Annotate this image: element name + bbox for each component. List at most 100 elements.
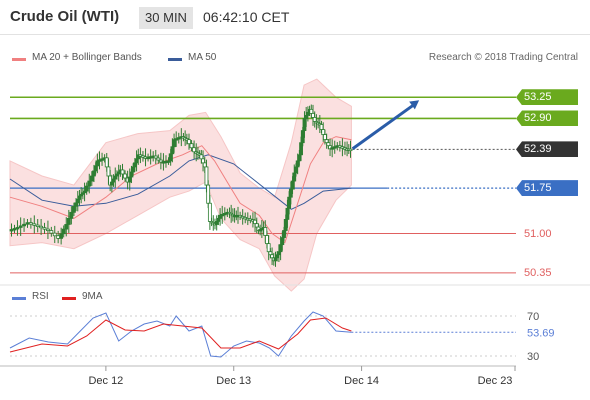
- candle-body: [131, 166, 136, 173]
- candle-body: [265, 235, 269, 245]
- candle-body: [253, 219, 257, 225]
- ma50-line: [9, 154, 352, 210]
- price-tag-resistance-1: 52.90: [516, 110, 578, 127]
- candle-body: [35, 224, 40, 227]
- candle-body: [84, 185, 89, 192]
- clock-time: 06:42:10 CET: [203, 9, 290, 25]
- candle-body: [302, 118, 307, 131]
- candle-body: [106, 166, 111, 177]
- price-tag-support-4: 51.00: [524, 227, 552, 240]
- candle-body: [129, 171, 134, 178]
- candle-body: [28, 222, 33, 225]
- rsi-tick-label: 70: [527, 311, 539, 323]
- candle-body: [270, 254, 274, 259]
- candle-body: [295, 160, 300, 168]
- candle-body: [278, 244, 283, 253]
- x-tick-label: Dec 13: [216, 375, 252, 387]
- candle-body: [127, 176, 132, 183]
- candle-body: [109, 181, 114, 186]
- candle-body: [283, 219, 288, 231]
- candle-body: [134, 158, 139, 164]
- candle-body: [287, 196, 292, 209]
- candle-body: [263, 227, 268, 236]
- candle-body: [282, 230, 286, 238]
- rsi-legend-label: RSI: [32, 291, 49, 302]
- candle-body: [172, 139, 176, 148]
- candle-body: [32, 223, 37, 226]
- candle-body: [168, 153, 173, 162]
- candle-body: [158, 159, 163, 163]
- candle-body: [309, 108, 314, 114]
- rsi-line: [9, 311, 352, 358]
- candle-body: [202, 162, 207, 168]
- candle-body: [216, 217, 221, 222]
- candle-body: [273, 257, 278, 262]
- candle-body: [39, 225, 44, 229]
- candle-body: [312, 117, 317, 122]
- candle-body: [192, 147, 197, 153]
- candle-body: [49, 230, 54, 234]
- candle-body: [214, 221, 219, 225]
- candle-body: [56, 235, 61, 239]
- candle-body: [328, 145, 332, 150]
- x-tick-label: Dec 23: [477, 375, 513, 387]
- price-tag-resistance-0: 53.25: [516, 89, 578, 106]
- ma20-legend-label: MA 20 + Bollinger Bands: [32, 52, 142, 63]
- candle-body: [170, 146, 175, 155]
- candle-body: [204, 166, 209, 186]
- rsi-value-label: 53.69: [527, 327, 555, 339]
- candle-body: [136, 154, 141, 160]
- candle-body: [75, 199, 80, 204]
- candle-body: [299, 142, 303, 156]
- instrument-title: Crude Oil (WTI): [10, 8, 120, 25]
- candle-body: [323, 134, 327, 141]
- candle-body: [189, 143, 194, 149]
- candle-body: [300, 130, 305, 144]
- ma50-legend-swatch: [168, 58, 182, 61]
- candle-body: [156, 157, 161, 161]
- interval-badge[interactable]: 30 MIN: [139, 7, 193, 29]
- x-tick-label: Dec 14: [344, 375, 380, 387]
- rsi-legend-swatch: [12, 297, 26, 300]
- candle-body: [77, 195, 82, 200]
- candle-body: [72, 205, 76, 213]
- candle-body: [12, 228, 17, 231]
- forecast-arrow-shaft: [351, 104, 414, 150]
- candle-body: [120, 169, 125, 175]
- ma9-line: [9, 317, 352, 353]
- candle-body: [66, 217, 71, 225]
- candle-body: [326, 142, 331, 147]
- candle-body: [348, 148, 353, 152]
- ma20-line: [9, 136, 352, 244]
- candle-body: [111, 178, 116, 183]
- candle-body: [297, 154, 302, 162]
- candle-body: [42, 227, 47, 230]
- chart-header: Crude Oil (WTI) 30 MIN 06:42:10 CET: [0, 0, 590, 34]
- candle-body: [59, 233, 64, 239]
- candle-body: [92, 170, 96, 177]
- candle-body: [93, 165, 98, 172]
- rsi-tick-label: 30: [527, 351, 539, 363]
- price-tag-support-5: 50.35: [524, 266, 552, 279]
- candle-body: [290, 180, 295, 190]
- candle-body: [207, 202, 212, 222]
- candle-body: [46, 228, 50, 232]
- candle-body: [89, 175, 94, 182]
- price-tag-pivot-3: 51.75: [516, 180, 578, 197]
- candle-body: [95, 160, 100, 167]
- candle-body: [280, 237, 285, 246]
- candle-body: [206, 184, 211, 204]
- candle-body: [74, 202, 78, 207]
- candle-body: [285, 207, 290, 220]
- candle-body: [292, 172, 297, 182]
- candle-body: [52, 232, 57, 237]
- candle-body: [15, 227, 20, 230]
- candle-body: [69, 211, 74, 219]
- candle-body: [324, 139, 329, 144]
- candle-body: [218, 214, 222, 219]
- candle-body: [82, 190, 87, 194]
- candle-body: [22, 223, 26, 227]
- candle-body: [277, 251, 281, 256]
- forecast-arrow-head: [409, 100, 420, 110]
- candle-body: [201, 158, 205, 164]
